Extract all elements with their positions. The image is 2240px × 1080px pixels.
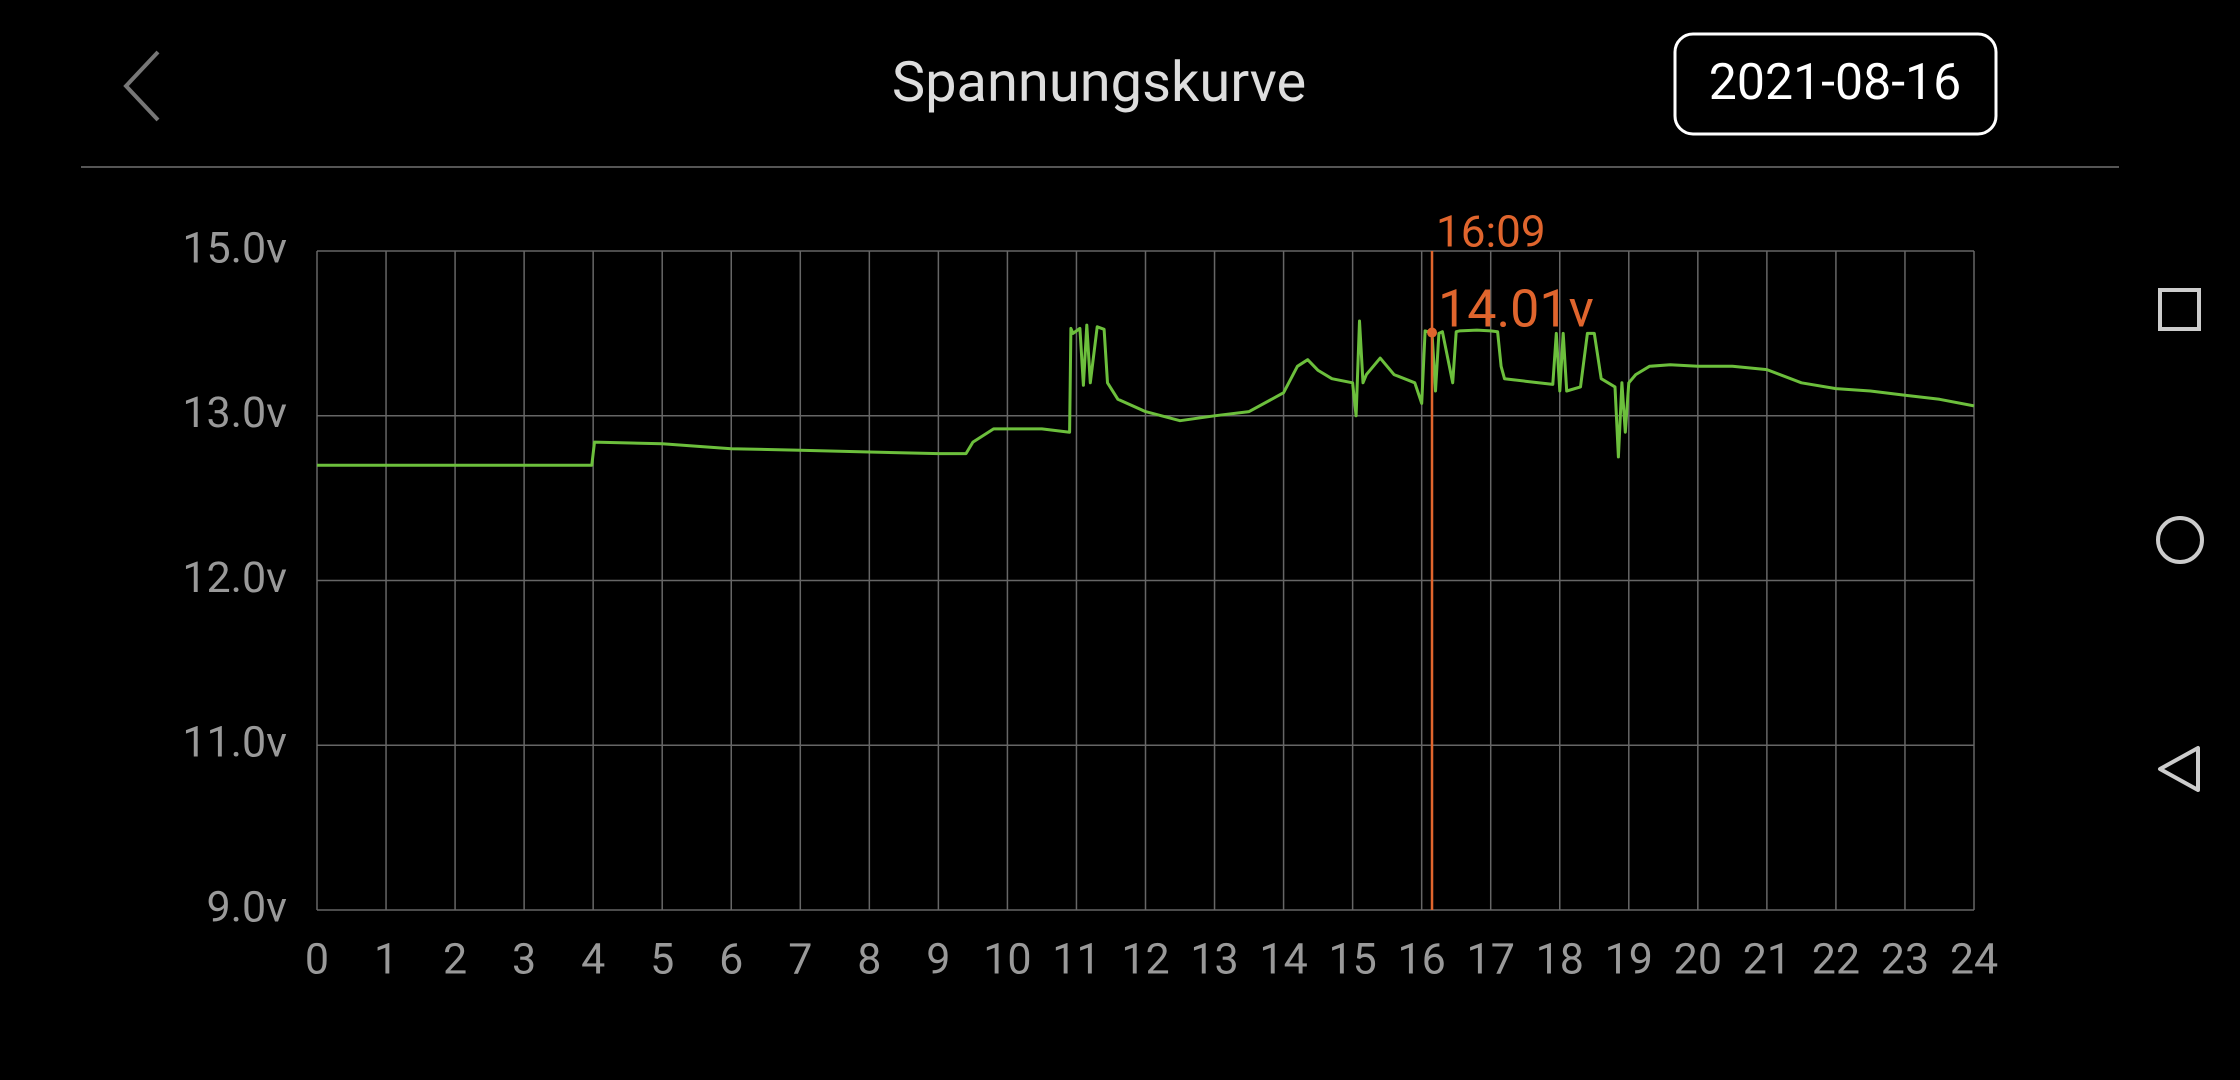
x-tick-label: 22	[1812, 934, 1860, 984]
x-tick-label: 2	[443, 934, 467, 984]
cursor-time: 16:09	[1436, 206, 1546, 258]
x-tick-label: 20	[1674, 934, 1722, 984]
x-tick-label: 3	[512, 934, 536, 984]
date-label[interactable]: 2021-08-16	[1709, 54, 1961, 112]
x-tick-label: 9	[926, 934, 950, 984]
x-tick-label: 13	[1190, 934, 1238, 984]
x-tick-label: 1	[374, 934, 398, 984]
nav-recent[interactable]	[2158, 288, 2201, 331]
x-tick-label: 17	[1467, 934, 1515, 984]
title: Spannungskurve	[892, 49, 1306, 115]
x-tick-label: 21	[1743, 934, 1791, 984]
x-tick-label: 7	[788, 934, 812, 984]
y-tick-label: 13.0v	[182, 388, 287, 438]
y-tick-label: 11.0v	[182, 718, 287, 768]
voltage-line	[317, 319, 1975, 467]
x-tick-label: 11	[1052, 934, 1100, 984]
nav-back[interactable]	[2158, 746, 2200, 792]
x-tick-label: 4	[581, 934, 605, 984]
date-box[interactable]	[1673, 32, 1998, 136]
x-tick-label: 5	[650, 934, 674, 984]
date-picker[interactable]: 2021-08-16	[1673, 32, 1998, 136]
y-tick-label: 9.0v	[207, 882, 288, 932]
x-tick-label: 10	[983, 934, 1031, 984]
x-tick-label: 14	[1259, 934, 1307, 984]
x-tick-label: 12	[1121, 934, 1169, 984]
nav-home[interactable]	[2156, 516, 2204, 564]
x-tick-label: 24	[1950, 934, 1998, 984]
cursor-value: 14.01v	[1438, 278, 1594, 339]
x-tick-label: 15	[1328, 934, 1376, 984]
x-tick-label: 16	[1397, 934, 1445, 984]
x-tick-label: 8	[857, 934, 881, 984]
y-tick-label: 12.0v	[182, 553, 287, 603]
x-tick-label: 0	[305, 934, 329, 984]
y-tick-label: 15.0v	[182, 223, 287, 273]
cursor-dot	[1427, 327, 1438, 338]
x-tick-label: 18	[1536, 934, 1584, 984]
back-button[interactable]	[123, 50, 160, 122]
x-tick-label: 6	[719, 934, 743, 984]
x-tick-label: 19	[1605, 934, 1653, 984]
x-tick-label: 23	[1881, 934, 1929, 984]
